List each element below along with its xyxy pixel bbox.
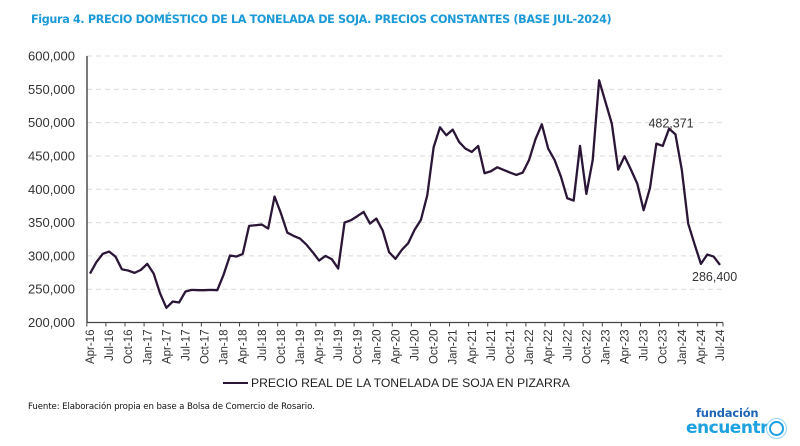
annotation-label-last: 286,400: [692, 270, 737, 284]
x-tick-label: Jul-18: [257, 330, 269, 361]
logo-bottom-row: encuentr: [686, 417, 784, 438]
x-tick-label: Jul-22: [562, 330, 574, 361]
x-tick-label: Apr-22: [543, 330, 555, 365]
x-tick-label: Jan-22: [524, 330, 536, 365]
y-tick-label: 450,000: [28, 148, 75, 163]
x-tick-label: Apr-18: [238, 330, 250, 365]
series-line-precio-real: [88, 79, 721, 309]
y-tick-label: 300,000: [28, 248, 75, 263]
y-axis-ticks: 200,000 250,000 300,000 350,000 400,000 450,0…: [28, 49, 75, 331]
x-tick-label: Apr-23: [620, 330, 632, 365]
x-tick-label: Jul-17: [180, 330, 192, 361]
legend-label: PRECIO REAL DE LA TONELADA DE SOJA EN PI…: [251, 376, 570, 390]
x-tick-label: Jul-16: [104, 330, 116, 361]
x-axis-ticks: Apr-16 Jul-16 Oct-16 Jan-17 Apr-17 Jul-17 Oct-…: [85, 322, 727, 365]
legend-swatch: [223, 381, 248, 385]
x-tick-label: Jul-24: [715, 329, 727, 361]
x-tick-label: Oct-17: [200, 330, 212, 365]
annotations: 482,371 286,400: [648, 116, 737, 284]
x-tick-label: Oct-16: [123, 330, 135, 365]
y-tick-label: 350,000: [28, 215, 75, 230]
logo-text-top: fundación: [696, 406, 759, 420]
x-tick-label: Jan-18: [219, 330, 231, 365]
y-tick-label: 250,000: [28, 282, 75, 297]
fundacion-encuentro-logo: fundación encuentr: [686, 406, 784, 438]
x-tick-label: Jan-24: [677, 329, 689, 365]
y-tick-label: 550,000: [28, 82, 75, 97]
x-tick-label: Jan-20: [371, 330, 383, 365]
x-tick-label: Apr-20: [390, 330, 402, 365]
x-tick-label: Jan-23: [600, 330, 612, 365]
source-note: Fuente: Elaboración propia en base a Bol…: [28, 402, 315, 412]
x-tick-label: Apr-16: [85, 330, 97, 365]
x-tick-label: Apr-21: [467, 330, 479, 365]
y-tick-label: 200,000: [28, 315, 75, 330]
x-tick-label: Apr-19: [314, 330, 326, 365]
x-tick-label: Apr-17: [161, 330, 173, 365]
x-tick-label: Oct-21: [505, 330, 517, 365]
x-tick-label: Oct-22: [581, 330, 593, 365]
sun-o-icon: [768, 420, 784, 436]
x-tick-label: Oct-23: [658, 330, 670, 365]
y-tick-label: 600,000: [28, 49, 75, 64]
x-tick-label: Jan-19: [295, 330, 307, 365]
x-tick-label: Oct-18: [276, 330, 288, 365]
legend: PRECIO REAL DE LA TONELADA DE SOJA EN PI…: [223, 376, 570, 390]
y-tick-label: 500,000: [28, 115, 75, 130]
figure-title: Figura 4. PRECIO DOMÉSTICO DE LA TONELAD…: [31, 13, 612, 26]
x-tick-label: Jul-23: [639, 330, 651, 361]
y-tick-label: 400,000: [28, 182, 75, 197]
x-tick-label: Oct-20: [429, 330, 441, 365]
series-points: [90, 80, 720, 308]
logo-text-bottom: encuentr: [686, 417, 768, 438]
x-tick-label: Jan-21: [448, 330, 460, 365]
x-tick-label: Jul-21: [486, 330, 498, 361]
annotation-label-peak: 482,371: [648, 116, 693, 130]
x-tick-label: Jul-20: [410, 330, 422, 361]
x-tick-label: Jul-19: [333, 330, 345, 361]
x-tick-label: Jan-17: [142, 330, 154, 365]
x-tick-label: Oct-19: [352, 330, 364, 365]
gridlines: [87, 55, 723, 290]
x-tick-label: Apr-24: [696, 329, 708, 364]
